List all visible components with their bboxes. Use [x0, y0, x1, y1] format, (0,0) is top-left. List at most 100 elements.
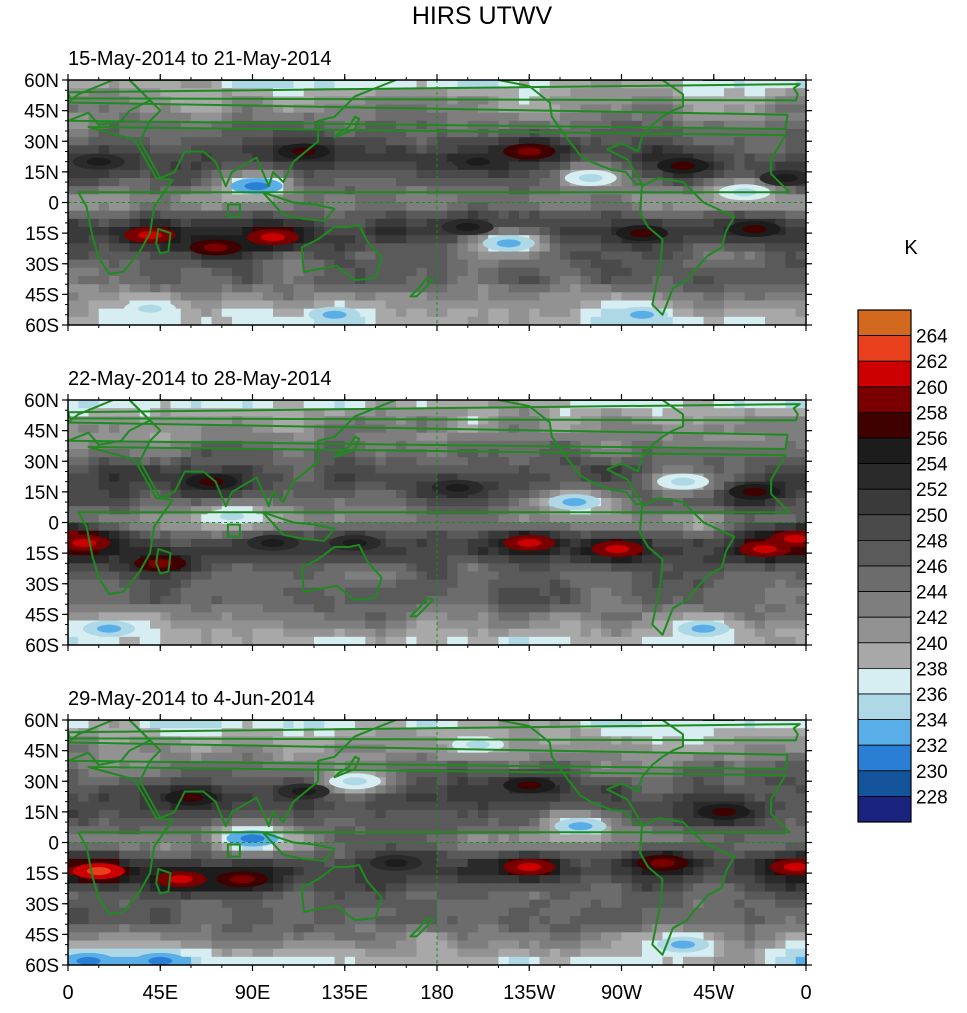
- heatmap-cell: [457, 587, 469, 597]
- heatmap-cell: [683, 440, 694, 450]
- heatmap-cell: [795, 571, 806, 581]
- heatmap-cell: [232, 489, 243, 499]
- heatmap-cell: [652, 145, 664, 155]
- heatmap-cell: [642, 145, 653, 155]
- heatmap-cell: [303, 440, 315, 450]
- heatmap-cell: [385, 129, 397, 138]
- heatmap-cell: [211, 186, 223, 195]
- heatmap-cell: [78, 243, 90, 253]
- heatmap-cell: [621, 720, 633, 729]
- heatmap-cell: [396, 416, 407, 426]
- heatmap-cell: [642, 120, 653, 130]
- heatmap-cell: [221, 408, 233, 417]
- heatmap-cell: [529, 235, 541, 244]
- heatmap-cell: [580, 120, 592, 130]
- heatmap-cell: [734, 620, 746, 630]
- heatmap-cell: [201, 457, 213, 466]
- heatmap-cell: [775, 120, 787, 130]
- heatmap-cell: [508, 186, 520, 195]
- heatmap-cell: [478, 473, 489, 483]
- heatmap-cell: [385, 596, 397, 605]
- heatmap-cell: [631, 153, 643, 163]
- heatmap-cell: [211, 457, 223, 466]
- heatmap-cell: [98, 259, 110, 269]
- heatmap-cell: [385, 145, 397, 155]
- heatmap-cell: [303, 424, 315, 434]
- heatmap-cell: [78, 465, 90, 475]
- heatmap-cell: [191, 129, 202, 138]
- heatmap-cell: [355, 465, 366, 475]
- heatmap-cell: [611, 728, 623, 737]
- heatmap-cell: [150, 489, 161, 499]
- heatmap-cell: [129, 292, 141, 302]
- heatmap-cell: [119, 96, 131, 106]
- heatmap-cell: [139, 579, 151, 589]
- heatmap-cell: [139, 728, 151, 737]
- heatmap-cell: [201, 202, 213, 212]
- heatmap-cell: [180, 636, 192, 645]
- heatmap-cell: [170, 457, 182, 466]
- heatmap-cell: [683, 218, 694, 228]
- heatmap-cell: [242, 316, 254, 325]
- coastline-box: [226, 203, 241, 218]
- heatmap-cell: [662, 596, 674, 605]
- heatmap-cell: [652, 169, 664, 179]
- heatmap-cell: [519, 112, 530, 122]
- heatmap-cell: [78, 104, 90, 114]
- heatmap-cell: [191, 489, 202, 499]
- heatmap-cell: [621, 744, 633, 754]
- heatmap-cell: [785, 308, 797, 318]
- heatmap-cell: [406, 186, 418, 195]
- heatmap-cell: [232, 308, 243, 318]
- heatmap-cell: [795, 112, 806, 122]
- heatmap-cell: [129, 169, 141, 179]
- heatmap-cell: [201, 489, 213, 499]
- heatmap-cell: [693, 210, 705, 220]
- heatmap-cell: [201, 547, 213, 556]
- lat-tick-label: 30S: [25, 255, 59, 276]
- heatmap-cell: [201, 530, 213, 540]
- heatmap-cell: [262, 308, 274, 318]
- heatmap-cells: [68, 720, 806, 965]
- heatmap-cell: [652, 194, 664, 204]
- heatmap-cell: [396, 506, 407, 515]
- heatmap-cell: [129, 498, 141, 507]
- heatmap-cell: [775, 424, 787, 434]
- heatmap-cell: [180, 210, 192, 220]
- heatmap-cell: [560, 628, 571, 638]
- heatmap-cell: [631, 555, 643, 564]
- heatmap-cell: [713, 579, 725, 589]
- heatmap-cell: [519, 218, 530, 228]
- heatmap-cell: [519, 96, 530, 106]
- heatmap-cell: [754, 604, 766, 613]
- feature-center: [445, 483, 470, 492]
- heatmap-cell: [754, 145, 766, 155]
- heatmap-cell: [396, 243, 407, 253]
- heatmap-cell: [252, 276, 264, 285]
- heatmap-cell: [539, 194, 551, 204]
- heatmap-cell: [549, 579, 561, 589]
- heatmap-cell: [724, 300, 735, 310]
- heatmap-cell: [590, 514, 602, 524]
- heatmap-cell: [139, 449, 151, 458]
- heatmap-cell: [529, 210, 541, 220]
- heatmap-cell: [98, 522, 110, 532]
- heatmap-cell: [560, 202, 571, 212]
- heatmap-cell: [88, 424, 100, 434]
- heatmap-cell: [662, 514, 674, 524]
- heatmap-cell: [344, 137, 356, 146]
- heatmap-cell: [590, 728, 602, 737]
- heatmap-cell: [724, 547, 735, 556]
- heatmap-cell: [170, 259, 182, 269]
- heatmap-cell: [724, 227, 735, 236]
- heatmap-cell: [365, 587, 377, 597]
- heatmap-cell: [334, 194, 346, 204]
- heatmap-cell: [478, 112, 489, 122]
- heatmap-cell: [754, 202, 766, 212]
- heatmap-cell: [734, 498, 746, 507]
- heatmap-cell: [519, 514, 530, 524]
- heatmap-cell: [437, 514, 448, 524]
- heatmap-cell: [201, 636, 213, 645]
- heatmap-cell: [406, 243, 418, 253]
- heatmap-cell: [139, 169, 151, 179]
